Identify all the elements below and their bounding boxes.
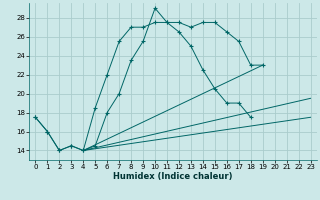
X-axis label: Humidex (Indice chaleur): Humidex (Indice chaleur) — [113, 172, 233, 181]
